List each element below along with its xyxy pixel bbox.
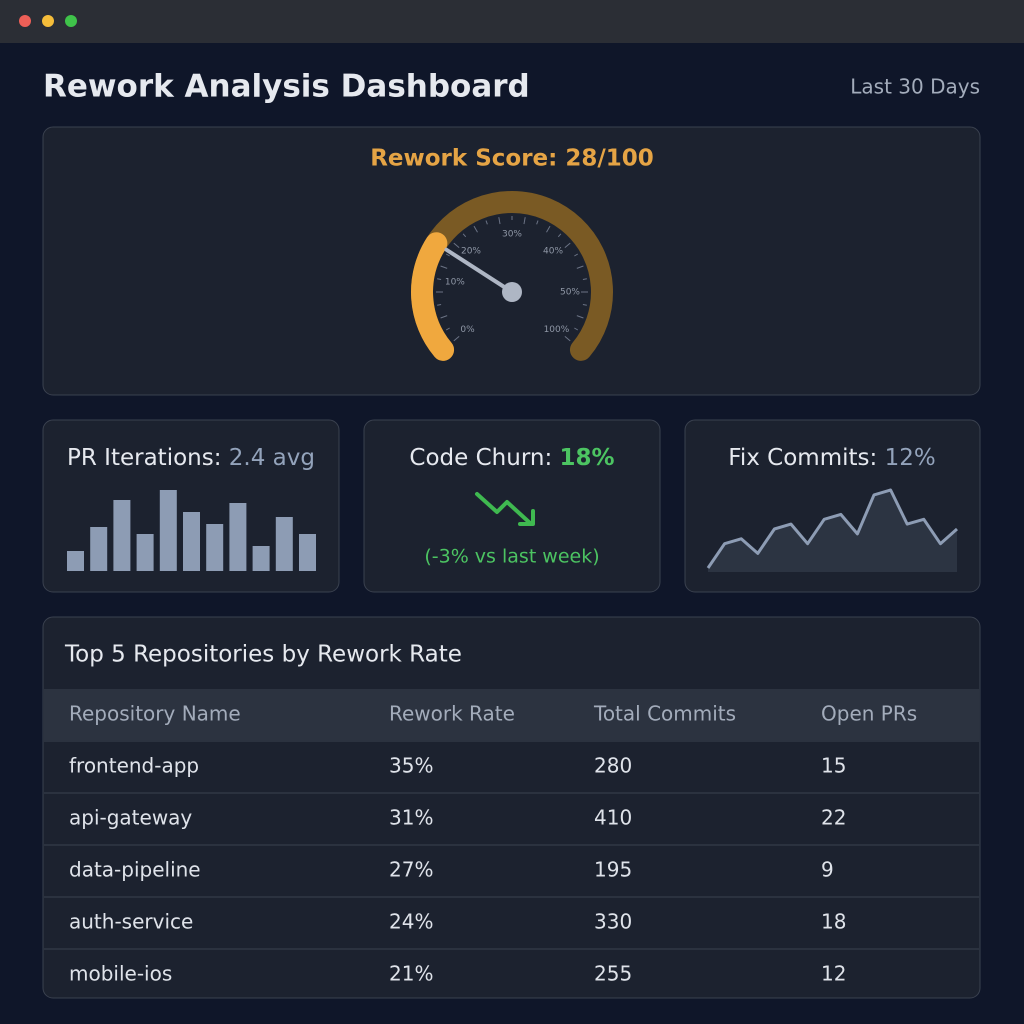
value: 2.4 avg <box>229 445 315 471</box>
bar <box>113 500 131 571</box>
gauge-label: 30% <box>502 230 522 240</box>
column-header: Open PRs <box>821 702 917 726</box>
gauge-label: 50% <box>560 288 580 298</box>
table-cell: 410 <box>594 806 632 830</box>
gauge-tick <box>445 327 450 331</box>
table-cell: mobile-ios <box>69 962 172 986</box>
period[interactable]: Last 30 Days <box>850 75 980 99</box>
table-cell: auth-service <box>69 910 193 934</box>
gauge-tick <box>564 335 571 342</box>
gauge-tick <box>582 304 587 306</box>
table-cell: 21% <box>389 962 433 986</box>
gauge-label: 100% <box>544 325 570 335</box>
change: (-3% vs last week) <box>424 546 599 568</box>
gauge-tick <box>498 217 501 225</box>
column-header: Total Commits <box>593 702 736 726</box>
gauge-tick <box>453 242 460 249</box>
gauge-tick <box>557 233 562 238</box>
gauge-tick <box>536 220 539 225</box>
trend-down-icon <box>475 492 535 526</box>
gauge-label: 40% <box>543 246 563 256</box>
label: Code Churn: <box>409 445 559 471</box>
bar <box>136 534 154 571</box>
table-cell: 9 <box>821 858 834 882</box>
column-header: Rework Rate <box>389 702 515 726</box>
gauge-tick <box>453 335 460 342</box>
title-bar <box>0 0 1024 43</box>
label: Fix Commits: <box>728 445 884 471</box>
gauge-tick <box>462 233 467 238</box>
gauge-hub <box>502 282 522 302</box>
bar <box>229 503 247 571</box>
bar <box>159 490 177 571</box>
gauge-tick <box>574 327 579 331</box>
page-title: Rework Analysis Dashboard <box>43 69 530 105</box>
gauge-fill <box>411 232 455 361</box>
table-cell: 24% <box>389 910 433 934</box>
card-title: PR Iterations: 2.4 avg <box>67 445 315 471</box>
gauge-needle <box>444 247 514 294</box>
table-cell: 280 <box>594 754 632 778</box>
bar-chart <box>67 490 316 571</box>
table-cell: frontend-app <box>69 754 199 778</box>
table-cell: 27% <box>389 858 433 882</box>
gauge: 0% 10% 20% 30% 40% 50% 100% <box>411 191 613 361</box>
table-cell: 12 <box>821 962 846 986</box>
maximize-button[interactable] <box>65 15 77 27</box>
bar <box>299 534 316 571</box>
gauge-tick <box>437 278 442 280</box>
table-cell: 35% <box>389 754 433 778</box>
table-cell: data-pipeline <box>69 858 201 882</box>
bar <box>183 512 200 571</box>
trend-line <box>706 488 958 569</box>
bar <box>67 551 84 571</box>
gauge-tick <box>546 225 551 233</box>
card-title: Fix Commits: 12% <box>728 445 935 471</box>
table-cell: 31% <box>389 806 433 830</box>
table: Repository Name Rework Rate Total Commits O… <box>44 702 979 986</box>
gauge-tick <box>564 242 571 249</box>
table-header <box>44 689 979 740</box>
table-cell: 255 <box>594 962 632 986</box>
value: 12% <box>885 445 936 471</box>
gauge-label: 20% <box>461 246 481 256</box>
table-cell: 195 <box>594 858 632 882</box>
gauge-tick <box>574 253 579 257</box>
bar <box>252 546 270 571</box>
gauge-tick <box>473 225 478 233</box>
gauge-tick <box>576 315 584 319</box>
bar <box>206 524 224 571</box>
bar <box>275 517 293 571</box>
gauge-tick <box>485 220 488 225</box>
minimize-button[interactable] <box>42 15 54 27</box>
table-cell: 18 <box>821 910 846 934</box>
gauge-tick <box>437 304 442 306</box>
card-title: Code Churn: 18% <box>409 445 614 471</box>
gauge-panel <box>42 126 981 396</box>
table-title: Top 5 Repositories by Rework Rate <box>64 642 462 668</box>
gauge-tick <box>440 265 448 269</box>
bar <box>90 527 108 571</box>
trend-area <box>708 490 957 572</box>
gauge-label: 0% <box>460 325 475 335</box>
gauge-title: Rework Score: 28/100 <box>370 146 654 172</box>
close-button[interactable] <box>19 15 31 27</box>
gauge-tick <box>523 217 526 225</box>
gauge-tick <box>445 253 450 257</box>
gauge-tick <box>576 265 584 269</box>
table-cell: 15 <box>821 754 846 778</box>
gauge-tick <box>440 315 448 319</box>
gauge-tick <box>582 278 587 280</box>
table-cell: api-gateway <box>69 806 192 830</box>
line-chart <box>706 488 958 572</box>
gauge-label: 10% <box>445 277 465 287</box>
label: PR Iterations: <box>67 445 229 471</box>
table-cell: 22 <box>821 806 846 830</box>
column-header: Repository Name <box>69 702 241 726</box>
value: 18% <box>560 445 615 471</box>
table-cell: 330 <box>594 910 632 934</box>
